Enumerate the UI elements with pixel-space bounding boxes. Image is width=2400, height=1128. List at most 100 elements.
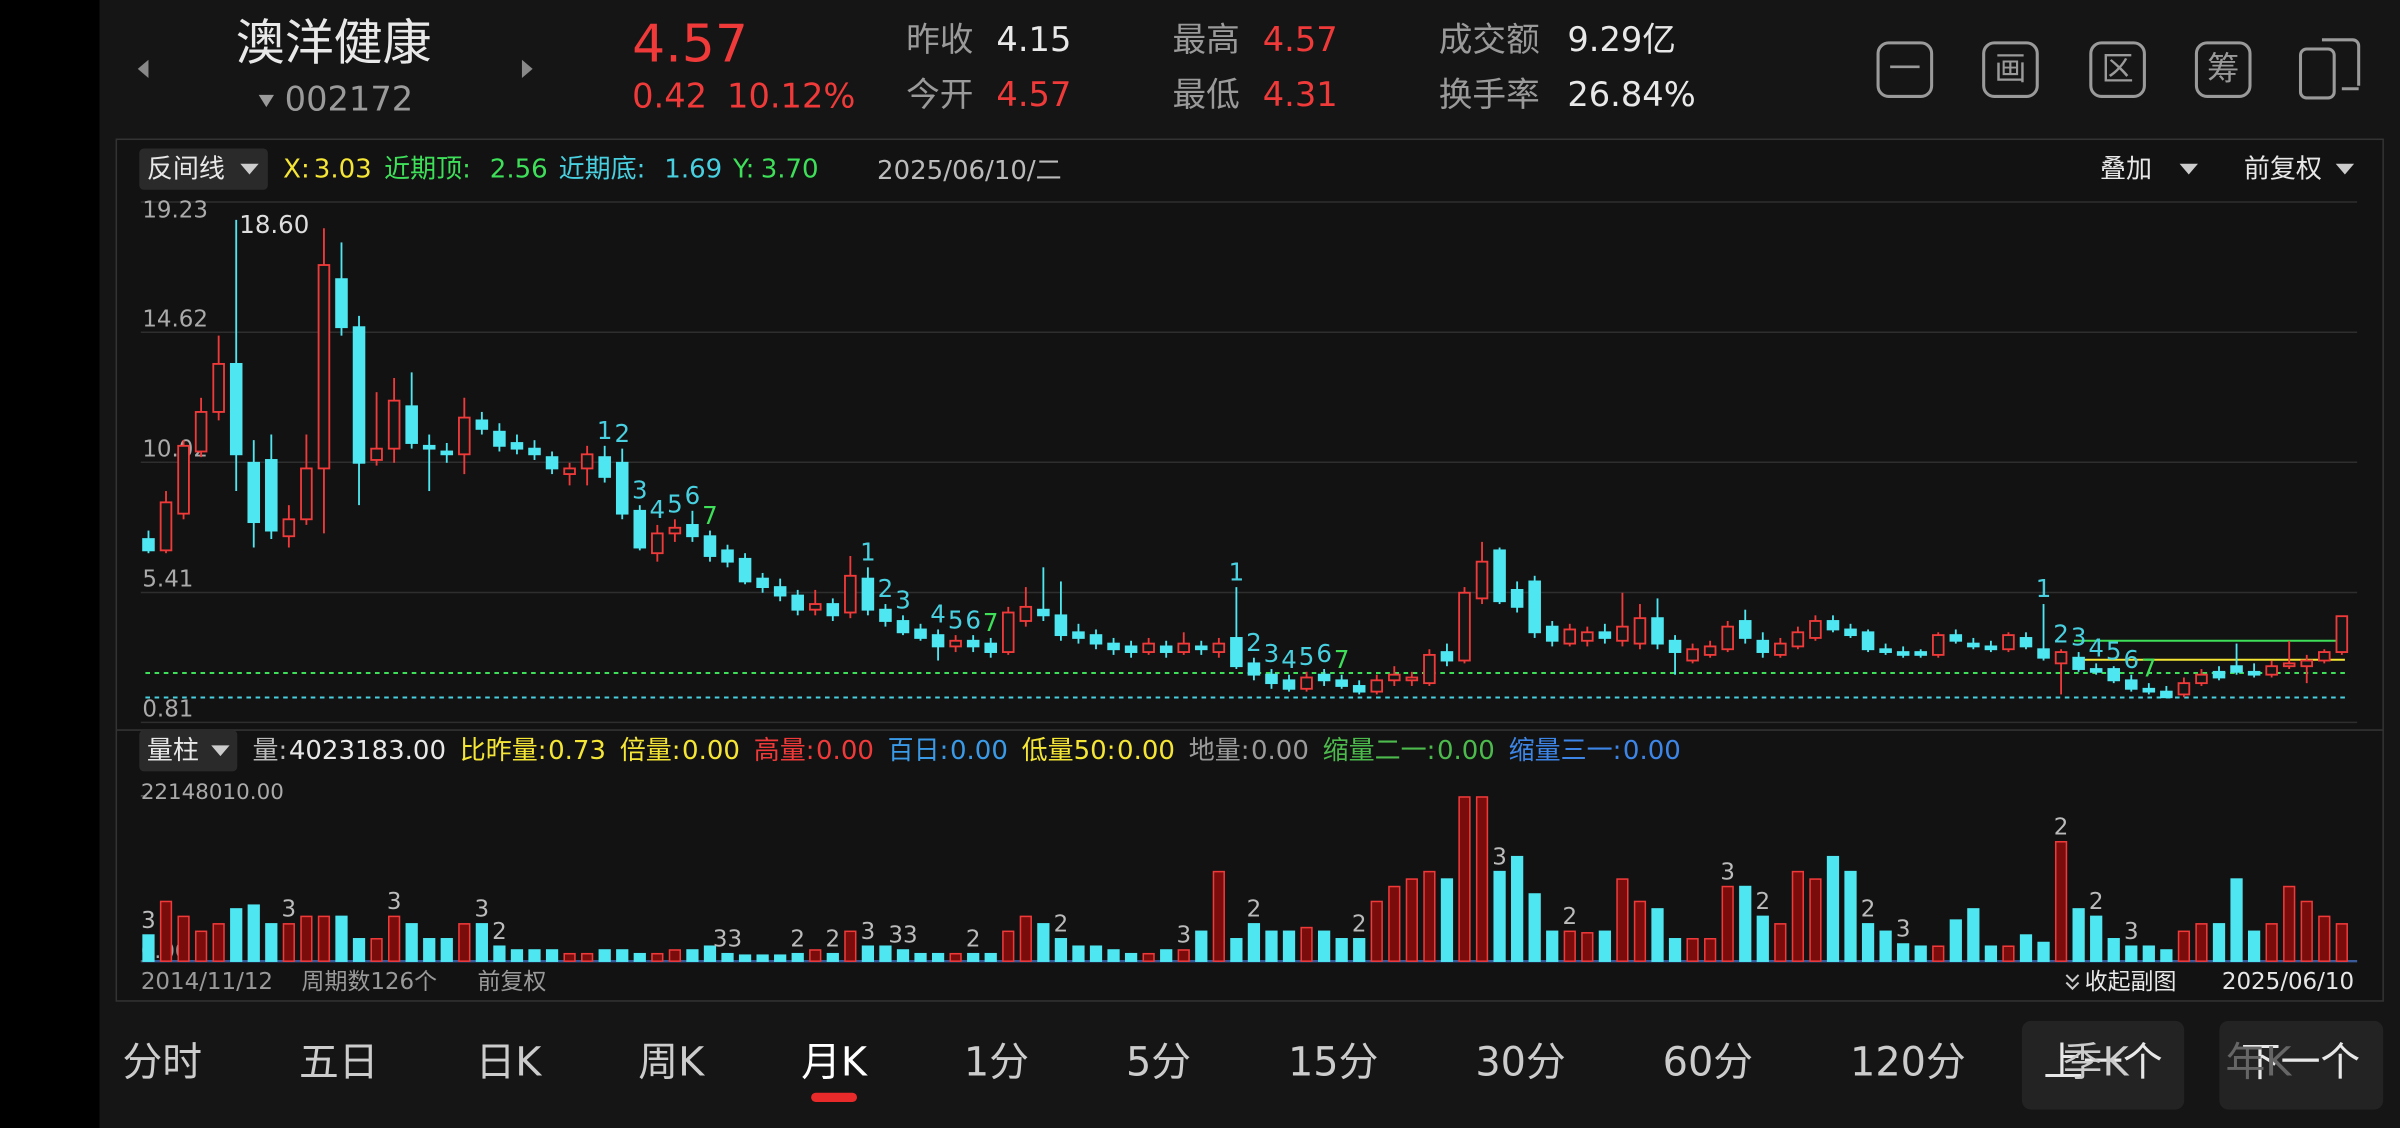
mark-name: X: [283, 154, 310, 184]
volume-bar [931, 952, 945, 962]
volume-label: 2 [1562, 904, 1577, 930]
volume-bar [949, 952, 962, 962]
volume-bar [2177, 930, 2191, 962]
volume-bar [703, 945, 717, 962]
candle-body [317, 264, 331, 470]
indicator-select[interactable] [139, 148, 268, 190]
adjust-button[interactable]: 前复权 [2244, 154, 2322, 184]
sequence-label: 3 [1264, 639, 1280, 668]
volume-bar [1037, 923, 1050, 962]
stat-value: 4.15 [996, 20, 1071, 59]
candle-body [1967, 642, 1980, 648]
code-dropdown[interactable] [258, 94, 274, 108]
tool-button[interactable] [2089, 41, 2146, 98]
stat-value: 9.29亿 [1567, 20, 1676, 59]
volume-bar [914, 952, 927, 962]
candle-body [1510, 588, 1524, 608]
candle-body [1475, 560, 1489, 600]
stat-label: 最低 [1172, 75, 1239, 114]
tool-button[interactable] [2194, 41, 2252, 98]
volume-bar [1598, 930, 1611, 962]
next-button-bg[interactable] [2219, 1020, 2384, 1110]
candle-body [686, 524, 699, 538]
candle-body [1405, 676, 1419, 682]
period-tab[interactable]: 15分 [1288, 1040, 1378, 1086]
candle-body [528, 447, 541, 456]
volume-bar [2072, 908, 2085, 962]
stat-label: 换手率 [1439, 75, 1540, 114]
volume-bar [528, 949, 541, 962]
volume-bar [844, 930, 857, 962]
period-tab[interactable]: 1分 [964, 1040, 1029, 1086]
period-tab[interactable]: 30分 [1475, 1040, 1565, 1086]
tool-button[interactable] [1982, 41, 2039, 98]
end-date: 2025/06/10 [2222, 969, 2354, 995]
dropdown-arrow [2335, 163, 2355, 175]
price: 4.57 [632, 14, 748, 74]
rotate-icon[interactable] [2298, 47, 2336, 100]
candle-body [2300, 659, 2314, 668]
candle-body [1072, 631, 1085, 639]
y-tick-label: 14.62 [142, 307, 208, 333]
prev-stock-arrow[interactable] [137, 59, 149, 79]
volume-bar [440, 938, 453, 962]
candle-body [931, 634, 945, 648]
candle-body [300, 467, 313, 521]
candle-body [949, 639, 962, 648]
candle-body [2318, 651, 2331, 662]
volume-indicator-select[interactable] [139, 730, 238, 772]
volume-label: 2 [826, 926, 841, 952]
period-tab[interactable]: 月K [801, 1040, 868, 1086]
candle-body [1352, 685, 1366, 693]
period-tab[interactable]: 分时 [122, 1040, 202, 1086]
candle-body [721, 549, 734, 563]
volume-label: 3 [1896, 917, 1911, 943]
prev-button[interactable]: 上一个 [2043, 1040, 2162, 1086]
candle-body [352, 326, 366, 464]
volume-bar [738, 954, 752, 962]
next-button[interactable]: 下一个 [2241, 1040, 2360, 1086]
prev-button-bg[interactable] [2021, 1020, 2185, 1110]
candle-body [861, 577, 875, 611]
period-tab[interactable]: 五日 [299, 1040, 379, 1086]
collapse-button[interactable]: 收起副图 [2085, 969, 2177, 995]
start-date: 2014/11/12 [141, 969, 273, 995]
volume-bar [1230, 938, 1243, 962]
tool-label: 筹 [2207, 49, 2239, 87]
candle-body [1756, 639, 1770, 653]
period-tab[interactable]: 年K [2226, 1040, 2293, 1086]
volume-bar [1949, 919, 1962, 962]
overlay-button[interactable]: 叠加 [2100, 154, 2152, 184]
period-tab[interactable]: 季K [2063, 1040, 2130, 1086]
period-tab[interactable]: 5分 [1126, 1040, 1191, 1086]
candle-body [1037, 608, 1050, 617]
volume-bar [651, 952, 664, 962]
period-tab[interactable]: 日K [475, 1040, 542, 1086]
volume-bar [616, 949, 629, 962]
period-tab[interactable]: 60分 [1663, 1040, 1753, 1086]
candle-body [1703, 645, 1717, 656]
volume-bar [2054, 840, 2068, 962]
candle-body [2177, 682, 2191, 696]
volume-bar [563, 952, 576, 962]
volume-bar [510, 949, 524, 962]
period-count: 周期数126个 [302, 969, 438, 995]
volume-bar [2125, 945, 2138, 962]
volume-bar [1019, 915, 1032, 962]
tool-button[interactable] [1876, 41, 1934, 98]
sequence-label: 5 [2106, 636, 2122, 665]
next-stock-arrow[interactable] [521, 59, 533, 79]
candle-body [1896, 651, 1910, 656]
volume-bar [1633, 900, 1647, 962]
stock-name: 澳洋健康 [236, 14, 432, 71]
volume-label: 3 [282, 897, 297, 923]
volume-indicator-name: 量柱 [147, 736, 199, 766]
volume-bar [721, 952, 734, 962]
volume-label: 2 [790, 926, 805, 952]
volume-bar [2283, 885, 2296, 962]
volume-tick-label: 22148010.00 [141, 780, 284, 805]
period-tab[interactable]: 周K [638, 1040, 705, 1086]
candle-body [984, 642, 997, 653]
period-tab[interactable]: 120分 [1850, 1040, 1966, 1086]
volume-bar [1282, 930, 1296, 962]
